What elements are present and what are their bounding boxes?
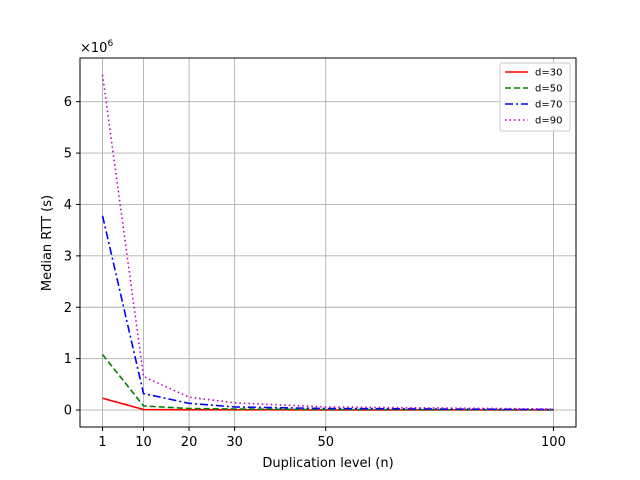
y-tick-label: 1 xyxy=(64,352,72,367)
series-line-d-30 xyxy=(102,397,554,411)
legend-label: d=70 xyxy=(535,100,562,111)
x-tick-label: 10 xyxy=(135,435,152,450)
y-multiplier-exponent: 6 xyxy=(107,39,113,49)
y-tick-label: 6 xyxy=(64,95,72,110)
series-lines xyxy=(101,74,554,411)
x-tick-label: 30 xyxy=(226,435,243,450)
y-multiplier-base: ×10 xyxy=(80,41,107,56)
x-tick-label: 20 xyxy=(181,435,198,450)
y-axis-multiplier: ×106 xyxy=(80,39,113,56)
y-tick-label: 2 xyxy=(64,301,72,316)
legend-label: d=30 xyxy=(535,68,562,79)
x-tick-label: 1 xyxy=(98,435,106,450)
axis-ticks: 1 10 20 30 50 100 0 1 2 3 4 5 6 xyxy=(64,95,566,450)
x-tick-label: 100 xyxy=(541,435,566,450)
plot-frame xyxy=(79,57,577,428)
y-tick-label: 5 xyxy=(64,147,72,162)
legend-label: d=50 xyxy=(535,84,562,95)
y-axis-label: Median RTT (s) xyxy=(40,195,55,291)
y-tick-label: 3 xyxy=(64,249,72,264)
y-tick-label: 4 xyxy=(64,198,72,213)
grid xyxy=(80,58,576,427)
series-line-d-50 xyxy=(101,354,554,411)
legend-label: d=90 xyxy=(535,116,562,127)
series-line-d-70 xyxy=(101,215,554,411)
legend-box xyxy=(499,62,571,132)
y-tick-label: 0 xyxy=(64,404,72,419)
x-axis-label: Duplication level (n) xyxy=(262,456,393,471)
legend: d=30 d=50 d=70 d=90 xyxy=(499,62,571,132)
x-tick-label: 50 xyxy=(317,435,334,450)
